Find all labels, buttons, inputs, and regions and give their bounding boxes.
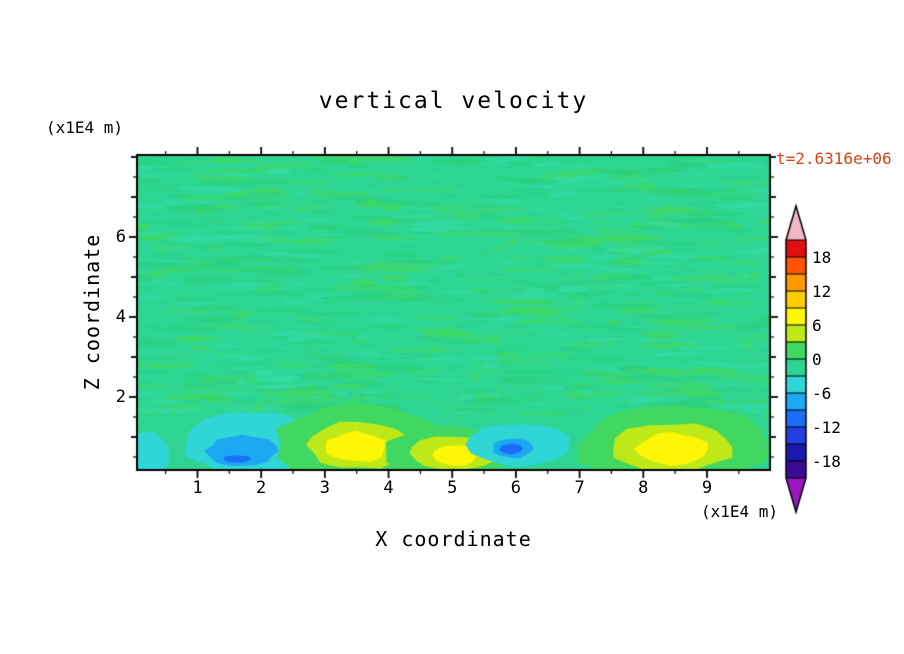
x-tick-label: 4 [383,478,394,498]
x-tick-label: 3 [319,478,330,498]
x-axis-unit-label: (x1E4 m) [700,502,778,521]
x-tick-label: 6 [510,478,522,498]
plot-title: vertical velocity [318,88,589,114]
colorbar-tick-label: 12 [812,282,832,301]
y-tick-label: 2 [115,387,126,407]
x-tick-label: 5 [447,478,458,498]
x-tick-label: 2 [256,478,267,498]
colorbar-tick-label: 18 [812,248,832,267]
colorbar-tick-label: -6 [812,384,832,403]
x-tick-label: 7 [574,478,585,498]
colorbar-tick-label: -12 [812,418,841,437]
colorbar-tick-label: -18 [812,452,841,471]
x-axis-title: X coordinate [375,527,532,551]
x-tick-label: 8 [638,478,649,498]
colorbar-tick-label: 6 [812,316,822,335]
y-tick-label: 4 [115,307,126,327]
x-tick-label: 1 [192,478,203,498]
y-axis-title: Z coordinate [80,233,104,391]
y-axis-unit-label: (x1E4 m) [46,118,124,137]
colorbar-tick-label: 0 [812,350,822,369]
y-tick-label: 6 [115,227,126,247]
time-label: t=2.6316e+06 [776,149,892,168]
x-tick-label: 9 [701,478,713,498]
